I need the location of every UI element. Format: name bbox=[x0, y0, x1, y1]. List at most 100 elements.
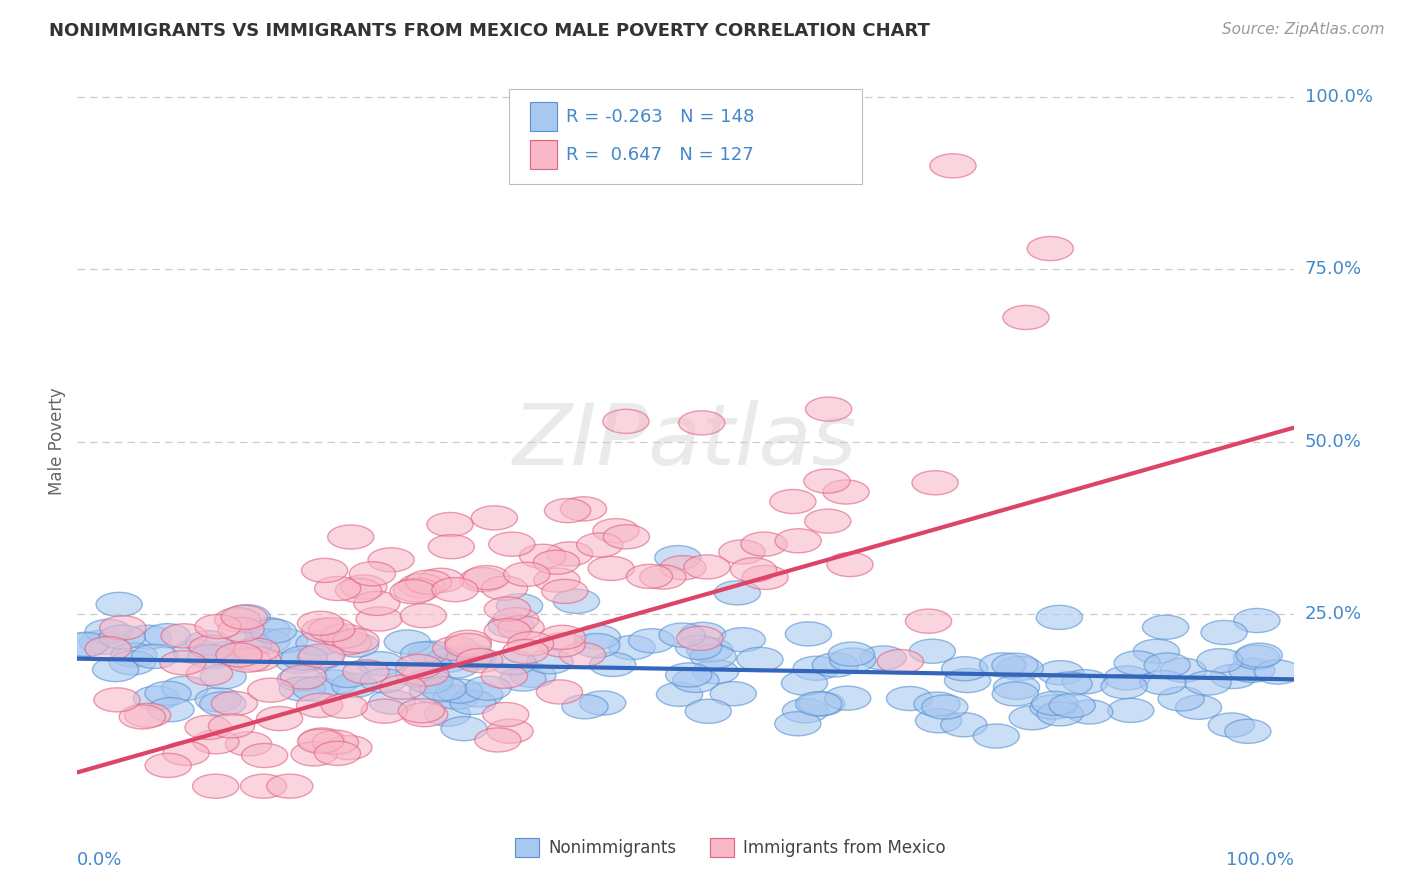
Ellipse shape bbox=[782, 671, 828, 695]
Ellipse shape bbox=[718, 628, 765, 652]
Ellipse shape bbox=[433, 685, 479, 709]
Ellipse shape bbox=[299, 728, 344, 752]
Text: 100.0%: 100.0% bbox=[1305, 88, 1372, 106]
Ellipse shape bbox=[510, 664, 555, 688]
Ellipse shape bbox=[1010, 706, 1056, 730]
Ellipse shape bbox=[402, 662, 449, 686]
Ellipse shape bbox=[503, 562, 550, 586]
Ellipse shape bbox=[1101, 674, 1147, 698]
Text: NONIMMIGRANTS VS IMMIGRANTS FROM MEXICO MALE POVERTY CORRELATION CHART: NONIMMIGRANTS VS IMMIGRANTS FROM MEXICO … bbox=[49, 22, 931, 40]
Ellipse shape bbox=[588, 557, 634, 581]
Ellipse shape bbox=[418, 568, 464, 592]
Ellipse shape bbox=[730, 558, 776, 582]
Ellipse shape bbox=[162, 676, 208, 700]
Ellipse shape bbox=[278, 677, 325, 701]
Ellipse shape bbox=[193, 774, 239, 798]
Text: 0.0%: 0.0% bbox=[77, 851, 122, 869]
Ellipse shape bbox=[457, 682, 503, 707]
Ellipse shape bbox=[328, 524, 374, 549]
Ellipse shape bbox=[450, 690, 496, 714]
Ellipse shape bbox=[312, 670, 359, 694]
Ellipse shape bbox=[195, 688, 242, 712]
Ellipse shape bbox=[267, 774, 314, 798]
Ellipse shape bbox=[877, 649, 924, 673]
Ellipse shape bbox=[315, 741, 360, 765]
Ellipse shape bbox=[297, 646, 343, 670]
Ellipse shape bbox=[60, 633, 107, 657]
Ellipse shape bbox=[148, 698, 194, 722]
Ellipse shape bbox=[905, 609, 952, 633]
Ellipse shape bbox=[110, 651, 156, 675]
Ellipse shape bbox=[799, 691, 845, 715]
Ellipse shape bbox=[813, 653, 859, 677]
Ellipse shape bbox=[1002, 305, 1049, 329]
Ellipse shape bbox=[163, 741, 209, 765]
Ellipse shape bbox=[380, 675, 426, 699]
Ellipse shape bbox=[63, 632, 108, 657]
Ellipse shape bbox=[471, 506, 517, 530]
Ellipse shape bbox=[429, 534, 474, 558]
Ellipse shape bbox=[312, 731, 359, 755]
Ellipse shape bbox=[360, 669, 406, 693]
Ellipse shape bbox=[398, 574, 444, 598]
Ellipse shape bbox=[593, 518, 640, 542]
Ellipse shape bbox=[277, 667, 323, 691]
Ellipse shape bbox=[384, 630, 430, 654]
Ellipse shape bbox=[540, 625, 585, 649]
Ellipse shape bbox=[914, 692, 960, 716]
Ellipse shape bbox=[675, 635, 721, 659]
Ellipse shape bbox=[994, 675, 1039, 699]
Ellipse shape bbox=[488, 614, 534, 638]
Ellipse shape bbox=[1067, 700, 1112, 724]
Bar bbox=[530, 140, 557, 169]
Ellipse shape bbox=[340, 575, 387, 599]
Ellipse shape bbox=[796, 692, 842, 716]
Ellipse shape bbox=[554, 590, 599, 614]
Ellipse shape bbox=[1229, 658, 1275, 682]
Ellipse shape bbox=[626, 565, 672, 589]
Ellipse shape bbox=[202, 642, 249, 666]
Ellipse shape bbox=[886, 687, 932, 711]
Ellipse shape bbox=[830, 648, 876, 673]
Ellipse shape bbox=[484, 597, 530, 621]
Ellipse shape bbox=[827, 552, 873, 576]
Ellipse shape bbox=[1038, 702, 1083, 726]
Ellipse shape bbox=[714, 581, 761, 605]
Ellipse shape bbox=[655, 546, 702, 570]
Ellipse shape bbox=[1049, 693, 1095, 718]
Bar bbox=[710, 838, 734, 857]
Text: R = -0.263   N = 148: R = -0.263 N = 148 bbox=[567, 108, 755, 126]
Ellipse shape bbox=[160, 650, 207, 675]
Ellipse shape bbox=[1160, 658, 1206, 682]
Ellipse shape bbox=[481, 665, 527, 689]
Ellipse shape bbox=[692, 660, 738, 684]
Ellipse shape bbox=[922, 695, 967, 719]
Ellipse shape bbox=[640, 565, 686, 589]
Ellipse shape bbox=[496, 594, 543, 618]
Ellipse shape bbox=[218, 617, 264, 641]
Ellipse shape bbox=[741, 533, 787, 557]
Ellipse shape bbox=[737, 648, 783, 672]
Ellipse shape bbox=[322, 694, 367, 718]
Ellipse shape bbox=[997, 657, 1043, 681]
Ellipse shape bbox=[84, 637, 131, 661]
Ellipse shape bbox=[195, 615, 240, 639]
Ellipse shape bbox=[96, 592, 142, 616]
Ellipse shape bbox=[657, 682, 703, 706]
Ellipse shape bbox=[250, 619, 297, 643]
Ellipse shape bbox=[482, 702, 529, 727]
Ellipse shape bbox=[1233, 645, 1279, 669]
Ellipse shape bbox=[685, 699, 731, 723]
Ellipse shape bbox=[298, 611, 343, 635]
Ellipse shape bbox=[368, 690, 415, 714]
Ellipse shape bbox=[193, 730, 239, 754]
Ellipse shape bbox=[860, 646, 907, 670]
Ellipse shape bbox=[659, 556, 706, 580]
Ellipse shape bbox=[686, 638, 733, 662]
Ellipse shape bbox=[325, 631, 371, 655]
Ellipse shape bbox=[804, 469, 851, 493]
Ellipse shape bbox=[217, 643, 262, 667]
Ellipse shape bbox=[225, 731, 271, 756]
Ellipse shape bbox=[321, 624, 367, 648]
Ellipse shape bbox=[508, 632, 554, 656]
